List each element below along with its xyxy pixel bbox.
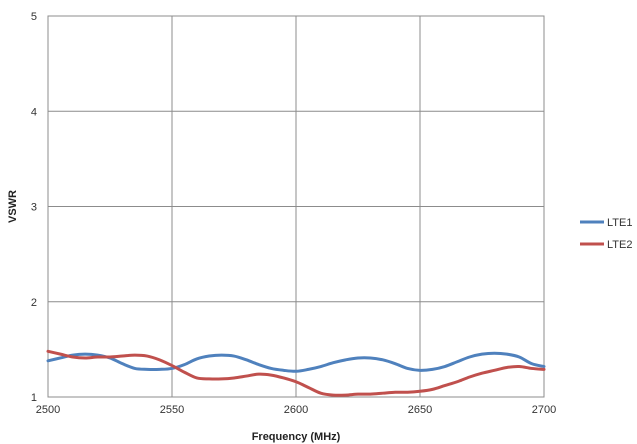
y-tick-label: 1 — [31, 392, 37, 404]
x-tick-label: 2700 — [532, 404, 556, 416]
legend-label-lte1: LTE1 — [607, 217, 632, 229]
plot-frame — [47, 15, 545, 398]
series-layer — [46, 349, 546, 397]
y-tick-label: 3 — [31, 202, 37, 214]
y-tick-label: 4 — [31, 106, 37, 118]
x-axis-title: Frequency (MHz) — [252, 431, 341, 443]
legend-label-lte2: LTE2 — [607, 239, 632, 251]
x-tick-label: 2650 — [408, 404, 432, 416]
x-tick-label: 2500 — [36, 404, 60, 416]
y-tick-label: 2 — [31, 297, 37, 309]
grid-layer — [47, 15, 545, 398]
legend: LTE1 LTE2 — [580, 217, 632, 251]
y-tick-label: 5 — [31, 11, 37, 23]
x-tick-label: 2600 — [284, 404, 308, 416]
x-tick-label: 2550 — [160, 404, 184, 416]
series-line-lte1 — [46, 351, 546, 373]
series-line-lte2 — [46, 349, 546, 397]
tick-layer: 2500 2550 2600 2650 2700 1 2 3 4 5 — [31, 11, 556, 416]
y-axis-title: VSWR — [7, 190, 19, 223]
